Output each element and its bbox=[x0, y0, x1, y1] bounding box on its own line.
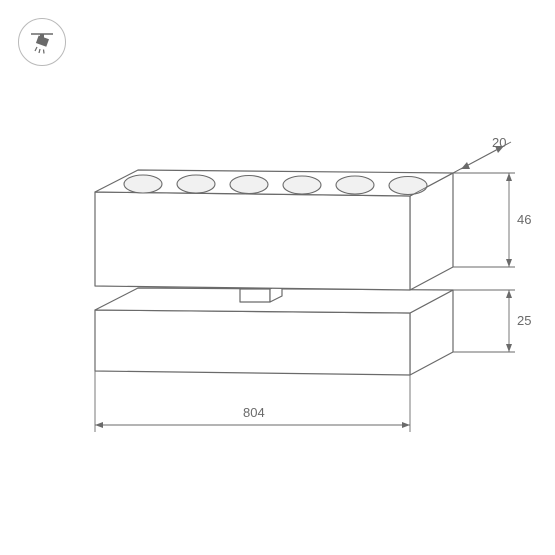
dim-height-bottom-label: 25 bbox=[517, 313, 531, 328]
dim-length-label: 804 bbox=[243, 405, 265, 420]
dim-height-top-label: 46 bbox=[517, 212, 531, 227]
dim-depth-label: 20 bbox=[492, 135, 506, 150]
technical-drawing bbox=[0, 0, 555, 555]
